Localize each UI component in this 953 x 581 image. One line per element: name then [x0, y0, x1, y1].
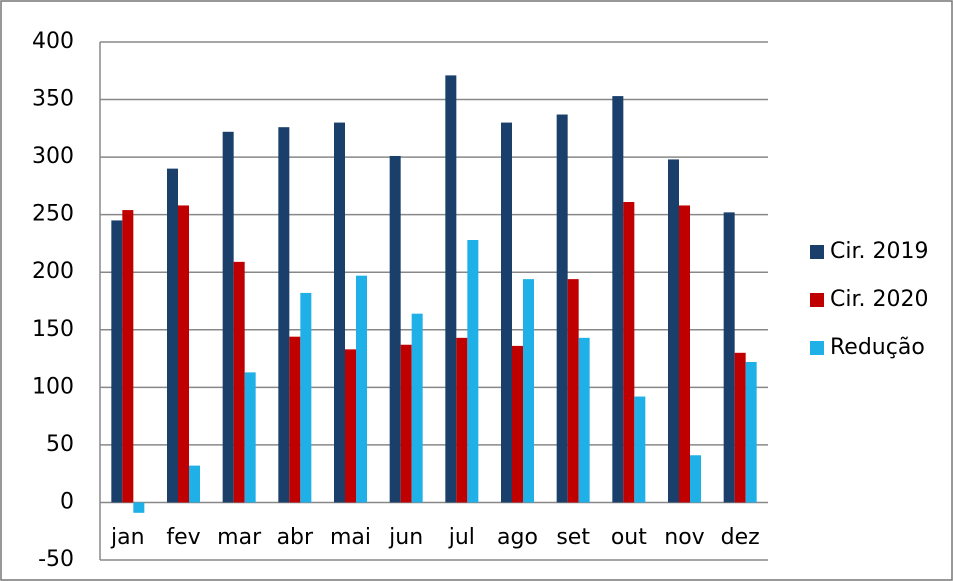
bar [334, 122, 345, 503]
x-tick-label: set [556, 525, 590, 550]
legend-label: Cir. 2019 [830, 239, 928, 264]
bar [167, 168, 178, 503]
bar [745, 362, 757, 503]
bar [222, 131, 234, 503]
y-tick-label: 300 [32, 144, 74, 169]
y-tick-label: -50 [38, 547, 74, 572]
y-tick-label: 150 [32, 317, 74, 342]
x-tick-label: abr [277, 525, 314, 550]
y-tick-label: 250 [32, 202, 74, 227]
bar [233, 261, 245, 503]
bar [679, 205, 690, 503]
bar [122, 210, 134, 503]
bar [111, 220, 123, 503]
x-tick-label: jun [388, 525, 423, 550]
x-tick-label: ago [497, 525, 538, 550]
y-tick-label: 100 [32, 374, 74, 399]
bar [133, 502, 145, 513]
bar [278, 127, 290, 503]
bar [501, 122, 512, 503]
bar [445, 75, 457, 503]
bar [178, 205, 189, 503]
bar [612, 96, 624, 503]
bar [456, 337, 468, 503]
bar [289, 336, 301, 503]
legend-swatch [810, 341, 824, 355]
legend-swatch [810, 293, 824, 307]
bar [512, 345, 523, 503]
bar [189, 465, 200, 503]
x-tick-label: out [611, 525, 647, 550]
bar [567, 279, 579, 503]
bar [345, 349, 356, 503]
legend-label: Cir. 2020 [830, 287, 928, 312]
bar [634, 396, 646, 503]
y-tick-label: 350 [32, 87, 74, 112]
y-tick-label: 400 [32, 29, 74, 54]
y-tick-label: 200 [32, 259, 74, 284]
bar [723, 212, 735, 503]
bar [389, 155, 401, 503]
bar [400, 344, 412, 503]
bar [556, 114, 568, 503]
bar [356, 275, 367, 503]
bar [411, 313, 423, 503]
x-tick-label: jul [448, 525, 475, 550]
bar [244, 372, 256, 503]
bar [668, 159, 679, 503]
y-tick-label: 50 [46, 432, 74, 457]
x-tick-label: nov [664, 525, 704, 550]
x-tick-label: mar [217, 525, 262, 550]
x-tick-label: jan [110, 525, 145, 550]
x-tick-label: fev [166, 525, 200, 550]
bar [578, 337, 590, 503]
y-tick-label: 0 [60, 489, 74, 514]
x-tick-label: dez [721, 525, 760, 550]
legend-swatch [810, 245, 824, 259]
bar [690, 455, 701, 503]
bar [523, 279, 534, 503]
bar [623, 202, 635, 503]
bar [467, 239, 479, 503]
legend-label: Redução [830, 335, 925, 360]
x-tick-label: mai [330, 525, 371, 550]
bar [300, 292, 312, 503]
bar [734, 352, 746, 503]
